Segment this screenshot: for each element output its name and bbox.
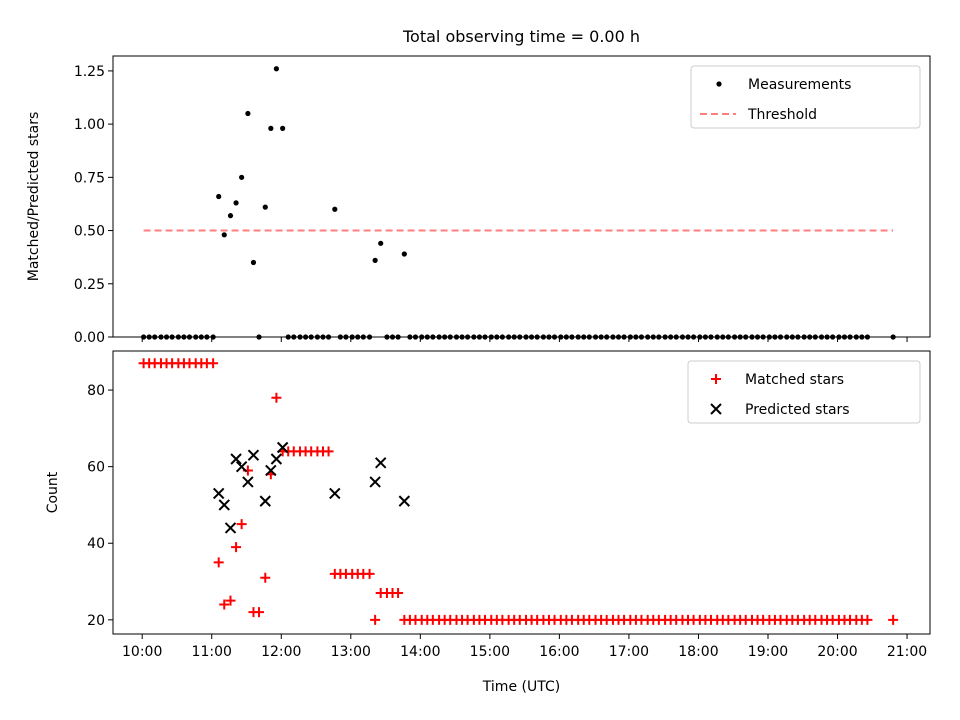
x-tick-label: 18:00 [678,644,718,660]
predicted-star-marker [259,495,271,507]
ratio-panel: Total observing time = 0.00 h 0.00 0.25 0.5… [26,27,931,346]
y-tick-label: 40 [87,536,105,552]
legend-label: Matched stars [745,372,844,388]
x-tick-label: 16:00 [539,644,579,660]
predicted-star-marker [276,441,289,454]
measurement-point [216,193,222,200]
legend-box [690,65,921,129]
legend-dot-marker [716,81,722,87]
predicted-star-marker [242,476,254,488]
y-tick-label: 1.25 [74,64,105,80]
predicted-star-marker [247,449,260,461]
y-tick-label: 0.50 [74,224,105,240]
y-tick-label: 0.75 [74,170,105,186]
x-tick-label: 12:00 [261,644,301,660]
x-tick-label: 13:00 [331,644,371,660]
series-predicted-stars [212,441,411,534]
predicted-star-marker [374,457,387,469]
y-tick-label: 1.00 [74,117,105,133]
x-tick-label: 15:00 [470,644,510,660]
matched-star-marker [231,542,242,553]
axes-frame [112,350,931,635]
x-axis-label: Time (UTC) [482,679,560,695]
series-matched-stars [138,358,899,625]
legend: Matched stars Predicted stars [687,360,921,424]
predicted-star-marker [329,487,341,500]
y-tick-label: 0.25 [74,277,105,293]
predicted-star-marker [369,476,381,488]
predicted-star-marker [270,453,283,465]
legend: Measurements Threshold [690,65,921,129]
measurement-point [262,204,268,210]
measurement-point [268,125,274,131]
y-axis-label: Matched/Predicted stars [26,112,42,282]
measurement-point [239,174,245,180]
chart-title: Total observing time = 0.00 h [402,27,640,46]
x-tick-label: 17:00 [609,644,649,660]
matched-star-marker [364,568,375,579]
matched-star-marker [219,599,230,610]
matched-star-marker [393,588,404,599]
x-tick-label: 20:00 [817,644,857,660]
predicted-star-marker [265,464,277,477]
matched-star-marker [213,557,224,568]
x-tick-label: 10:00 [122,644,162,660]
y-axis-label: Count [45,471,61,513]
measurement-point [227,213,234,219]
x-tick-label: 19:00 [748,644,788,660]
x-tick-label: 21:00 [887,644,927,660]
measurement-point [250,259,257,266]
x-tick-label: 11:00 [192,644,232,660]
legend-label: Measurements [748,77,851,93]
measurement-point [245,110,251,117]
legend-plus-marker [711,374,721,384]
matched-star-marker [260,572,271,583]
matched-star-marker [323,446,334,457]
predicted-star-marker [212,487,225,500]
matched-star-marker [888,614,899,625]
matched-star-marker [225,595,236,606]
measurement-point [401,251,407,257]
x-tick-label: 14:00 [400,644,440,660]
y-tick-label: 80 [87,383,105,399]
matched-star-marker [208,358,219,369]
predicted-star-marker [398,495,411,507]
y-tick-label: 60 [87,460,105,476]
matched-star-marker [236,519,247,530]
legend-label: Threshold [747,107,817,123]
measurement-point [221,232,227,238]
matched-star-marker [370,614,381,625]
y-tick-label: 0.00 [74,330,105,346]
predicted-star-marker [224,522,237,534]
measurement-point [280,125,286,131]
legend-label: Predicted stars [745,402,850,418]
matched-star-marker [271,392,282,403]
predicted-star-marker [218,499,230,511]
measurement-point [233,200,239,206]
matched-star-marker [862,614,873,625]
y-tick-label: 20 [87,613,105,629]
axes-frame [112,55,931,338]
measurement-point [332,206,338,212]
predicted-star-marker [230,453,242,465]
matched-star-marker [254,607,265,618]
legend-x-marker [710,403,722,415]
count-panel: 20 40 60 80 10:00 11:00 12:00 13:00 14:00 15:00 16… [45,350,931,695]
measurement-point [273,66,279,72]
legend-box [687,360,921,424]
measurement-point [372,257,378,263]
predicted-star-marker [235,460,248,473]
measurement-point [378,240,384,246]
